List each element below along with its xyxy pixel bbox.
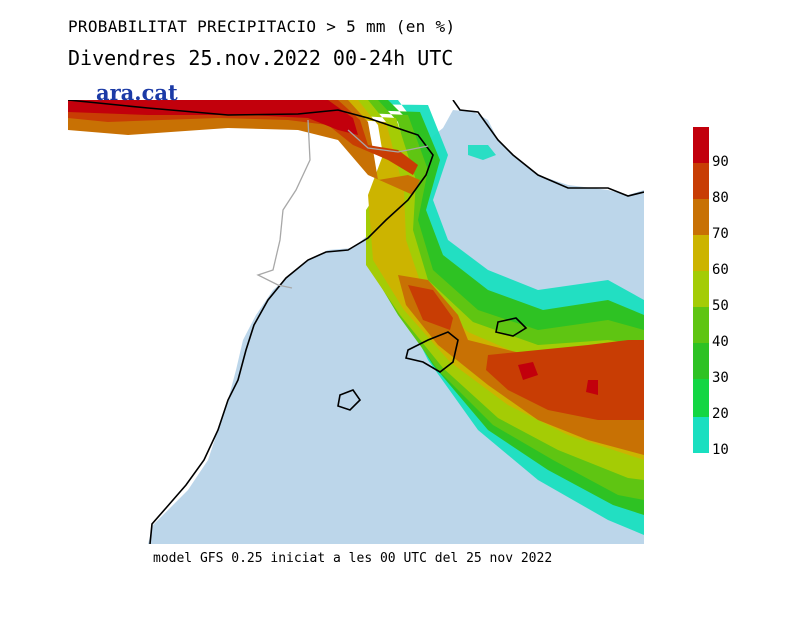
colorbar-label: 90	[712, 154, 729, 170]
colorbar-segment	[693, 307, 709, 343]
map-title: PROBABILITAT PRECIPITACIO > 5 mm (en %)	[68, 17, 456, 36]
coastline-east	[452, 100, 644, 197]
colorbar-label: 50	[712, 298, 729, 314]
precip-layer	[68, 100, 644, 535]
colorbar-label: 20	[712, 406, 729, 422]
border-line	[256, 119, 311, 289]
coastline	[68, 100, 434, 544]
island-menorca	[495, 317, 528, 337]
island-mallorca	[405, 331, 459, 373]
land-area-east	[453, 100, 644, 195]
border-line-2	[347, 129, 429, 153]
footer-caption: model GFS 0.25 iniciat a les 00 UTC del …	[153, 551, 553, 566]
colorbar-segment	[693, 199, 709, 235]
colorbar-label: 70	[712, 226, 729, 242]
colorbar-label: 40	[712, 334, 729, 350]
colorbar-segment	[693, 343, 709, 379]
map-subtitle: Divendres 25.nov.2022 00-24h UTC	[68, 46, 454, 70]
map-canvas	[68, 100, 644, 544]
colorbar-segment	[693, 417, 709, 453]
colorbar-segment	[693, 235, 709, 271]
colorbar	[693, 127, 709, 453]
island-ibiza	[337, 389, 362, 411]
logo: ara.cat	[96, 80, 178, 105]
colorbar-segment	[693, 379, 709, 417]
land-area	[68, 100, 644, 544]
colorbar-segment	[693, 127, 709, 163]
colorbar-label: 60	[712, 262, 729, 278]
colorbar-label: 30	[712, 370, 729, 386]
colorbar-label: 80	[712, 190, 729, 206]
precipitation-map	[68, 100, 644, 544]
colorbar-label: 10	[712, 442, 729, 458]
colorbar-segment	[693, 271, 709, 307]
colorbar-segment	[693, 163, 709, 199]
